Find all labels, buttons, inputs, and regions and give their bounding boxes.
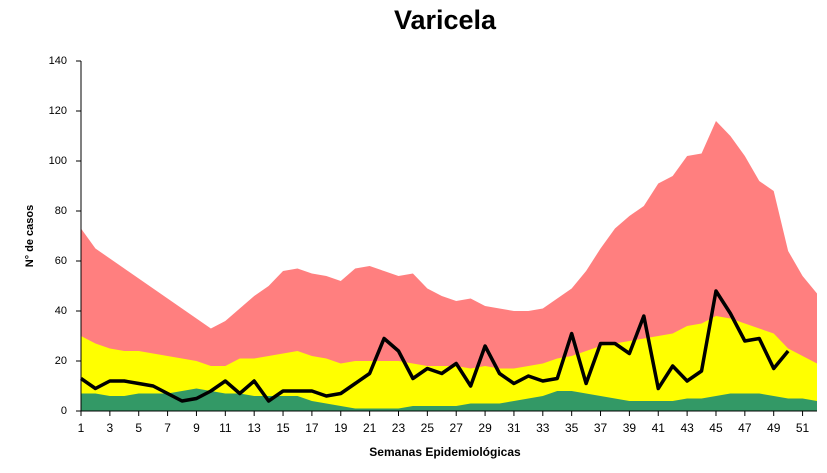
x-tick-label: 7 (164, 421, 171, 435)
x-tick-label: 33 (536, 421, 550, 435)
area (81, 388, 817, 411)
x-tick-label: 11 (219, 421, 232, 435)
line (80, 289, 790, 403)
chart-title: Varicela (394, 5, 497, 35)
y-tick-label: 0 (61, 405, 67, 417)
x-tick-label: 13 (247, 421, 261, 435)
x-tick-label: 49 (767, 421, 781, 435)
y-axis-label: N° de casos (24, 205, 36, 267)
x-tick-label: 3 (107, 421, 114, 435)
x-tick-label: 19 (334, 421, 348, 435)
x-tick-label: 29 (478, 421, 492, 435)
x-tick-label: 21 (363, 421, 377, 435)
y-tick-label: 140 (49, 55, 67, 67)
x-tick-label: 5 (135, 421, 142, 435)
x-tick-label: 25 (421, 421, 435, 435)
area (81, 316, 817, 411)
x-tick-label: 31 (507, 421, 521, 435)
x-tick-label: 39 (623, 421, 637, 435)
x-tick-label: 47 (738, 421, 752, 435)
x-tick-label: 43 (680, 421, 694, 435)
y-tick-label: 20 (55, 355, 67, 367)
y-tick-label: 60 (55, 255, 67, 267)
x-tick-label: 45 (709, 421, 723, 435)
x-tick-label: 51 (796, 421, 810, 435)
x-axis-label: Semanas Epidemiológicas (369, 445, 521, 459)
y-tick-label: 40 (55, 305, 67, 317)
x-tick-label: 9 (193, 421, 200, 435)
y-tick-label: 120 (49, 105, 67, 117)
x-tick-label: 41 (652, 421, 666, 435)
x-tick-label: 17 (305, 421, 319, 435)
x-tick-label: 1 (78, 421, 85, 435)
x-tick-label: 23 (392, 421, 406, 435)
y-tick-label: 80 (55, 205, 67, 217)
x-tick-label: 35 (565, 421, 579, 435)
x-tick-label: 27 (450, 421, 464, 435)
y-tick-label: 100 (49, 155, 67, 167)
x-tick-label: 37 (594, 421, 608, 435)
x-tick-label: 15 (276, 421, 290, 435)
area (81, 121, 817, 411)
